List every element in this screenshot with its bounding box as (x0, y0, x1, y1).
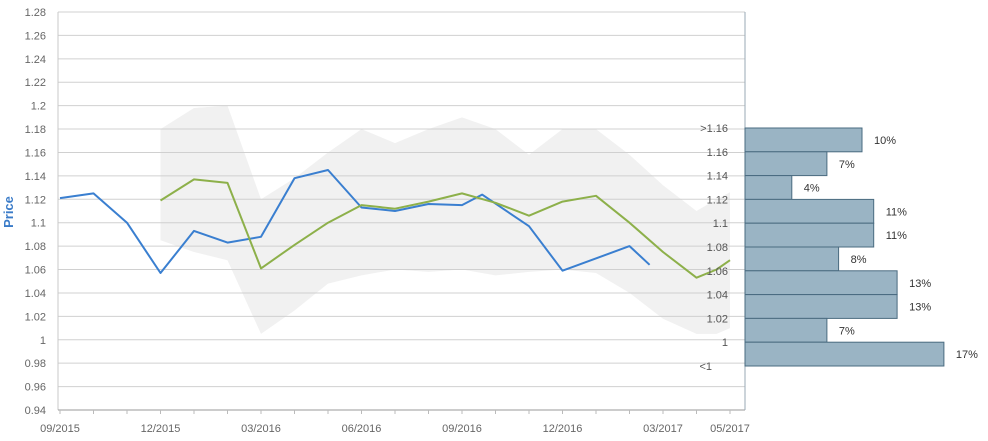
histogram-percent-label: 17% (956, 349, 978, 361)
x-axis-ticks: 09/2015 12/2015 03/2016 06/2016 09/2016 12/20… (40, 410, 750, 435)
x-tick-label: 12/2015 (141, 423, 181, 435)
histogram-percent-label: 8% (851, 254, 867, 266)
y-tick-label: 1.2 (31, 101, 46, 113)
histogram-percent-label: 10% (874, 135, 896, 147)
y-tick-label: 1.24 (25, 54, 46, 66)
histogram-bin-label: 1.16 (707, 147, 728, 159)
x-tick-label: 12/2016 (543, 423, 583, 435)
y-tick-label: 1.16 (25, 147, 46, 159)
y-tick-label: 1 (40, 335, 46, 347)
y-tick-label: 1.1 (31, 218, 46, 230)
histogram-bar (744, 246, 840, 272)
y-tick-label: 1.18 (25, 124, 46, 136)
distribution-histogram: >1.16 10% 1.16 7% 1.14 4% 1.12 11% 1.1 11% 1.08 8% 1… (699, 123, 978, 373)
y-tick-label: 1.08 (25, 241, 46, 253)
histogram-bin-label: 1.12 (707, 194, 728, 206)
y-tick-label: 1.12 (25, 194, 46, 206)
y-tick-label: 1.28 (25, 7, 46, 19)
series-line-1 (59, 169, 651, 274)
y-tick-label: 1.06 (25, 265, 46, 277)
x-tick-label: 06/2016 (342, 423, 382, 435)
histogram-bin-label: 1.04 (707, 290, 728, 302)
histogram-percent-label: 13% (909, 278, 931, 290)
histogram-bin-label: 1.02 (707, 313, 728, 325)
histogram-percent-label: 7% (839, 325, 855, 337)
y-tick-label: 0.98 (25, 358, 46, 370)
y-tick-label: 1.14 (25, 171, 46, 183)
y-tick-label: 0.96 (25, 382, 46, 394)
y-axis-label: Price (1, 196, 16, 228)
histogram-bar (744, 222, 875, 248)
series-line-2 (159, 178, 731, 279)
y-tick-label: 1.26 (25, 30, 46, 42)
histogram-bar (744, 270, 898, 296)
histogram-percent-label: 7% (839, 159, 855, 171)
x-tick-label: 03/2017 (643, 423, 683, 435)
grid (57, 11, 746, 411)
histogram-bar (744, 294, 898, 319)
histogram-bin-label: 1.1 (713, 218, 728, 230)
y-axis-ticks: 0.94 0.96 0.98 1 1.02 1.04 1.06 1.08 1.1 1.12 1.14… (25, 7, 46, 417)
x-tick-label: 05/2017 (710, 423, 750, 435)
forecast-band-area (160, 105, 730, 334)
x-tick-label: 03/2016 (241, 423, 281, 435)
histogram-percent-label: 4% (804, 183, 820, 195)
histogram-bin-label: 1.14 (707, 171, 728, 183)
x-tick-label: 09/2016 (442, 423, 482, 435)
histogram-bar (744, 151, 828, 177)
histogram-bin-label: 1.08 (707, 242, 728, 254)
x-tick-label: 09/2015 (40, 423, 80, 435)
histogram-percent-label: 11% (886, 206, 907, 218)
forecast-band (160, 105, 730, 334)
histogram-bin-label: <1 (699, 361, 712, 373)
histogram-percent-label: 13% (909, 302, 931, 314)
y-tick-label: 1.02 (25, 311, 46, 323)
histogram-bar (744, 317, 828, 343)
histogram-bar (744, 127, 863, 153)
histogram-bar (744, 341, 945, 367)
histogram-percent-label: 11% (886, 230, 907, 242)
series (59, 169, 731, 279)
histogram-bin-label: >1.16 (700, 123, 728, 135)
y-tick-label: 1.22 (25, 77, 46, 89)
y-tick-label: 1.04 (25, 288, 46, 300)
histogram-bin-label: 1.06 (707, 266, 728, 278)
histogram-bin-label: 1 (722, 337, 728, 349)
histogram-bar (744, 198, 875, 224)
histogram-bar (744, 175, 793, 200)
y-tick-label: 0.94 (25, 405, 46, 417)
